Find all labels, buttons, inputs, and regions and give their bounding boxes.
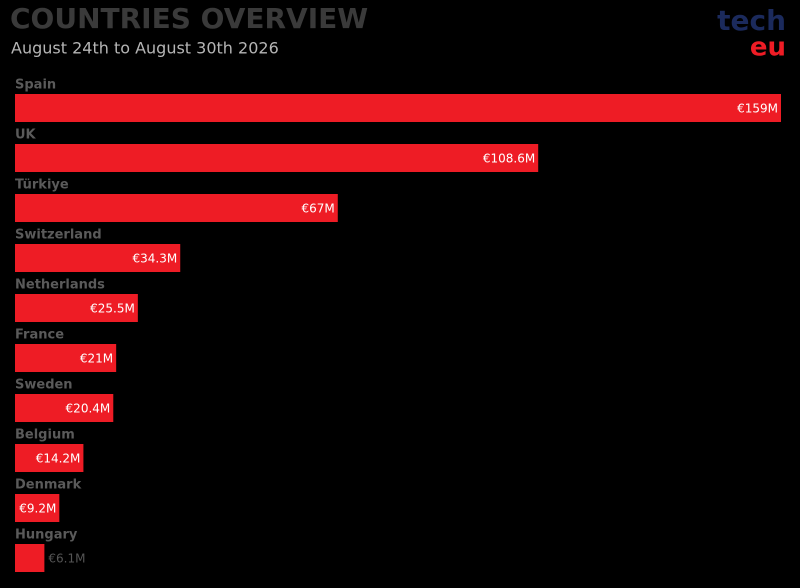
bar (15, 244, 181, 272)
category-label: Switzerland (15, 228, 102, 243)
value-label: €34.3M (133, 252, 178, 266)
value-label: €21M (80, 352, 113, 366)
category-label: UK (15, 128, 37, 143)
value-label: €20.4M (66, 402, 111, 416)
category-label: Netherlands (15, 278, 105, 293)
bar (15, 394, 114, 422)
chart-title: COUNTRIES OVERVIEW (10, 2, 368, 35)
value-label: €159M (737, 102, 778, 116)
category-label: Spain (15, 78, 56, 93)
logo-text: eu (750, 33, 786, 63)
value-label: €108.6M (483, 152, 535, 166)
bar (15, 294, 138, 322)
bar (15, 144, 539, 172)
bar (15, 94, 781, 122)
value-label: €67M (302, 202, 335, 216)
chart-subtitle: August 24th to August 30th 2026 (11, 39, 279, 58)
category-label: Denmark (15, 478, 82, 493)
category-label: Belgium (15, 428, 75, 443)
category-label: France (15, 328, 64, 343)
logo-text: tech (717, 4, 786, 37)
value-label: €25.5M (90, 302, 135, 316)
bar (15, 494, 60, 522)
bar (15, 194, 338, 222)
value-label: €14.2M (36, 452, 81, 466)
category-label: Hungary (15, 528, 78, 543)
bar (15, 344, 117, 372)
category-label: Sweden (15, 378, 73, 393)
value-label: €9.2M (19, 502, 56, 516)
value-label: €6.1M (48, 552, 85, 566)
bar (15, 444, 84, 472)
category-label: Türkiye (15, 178, 69, 193)
bar (15, 544, 45, 572)
